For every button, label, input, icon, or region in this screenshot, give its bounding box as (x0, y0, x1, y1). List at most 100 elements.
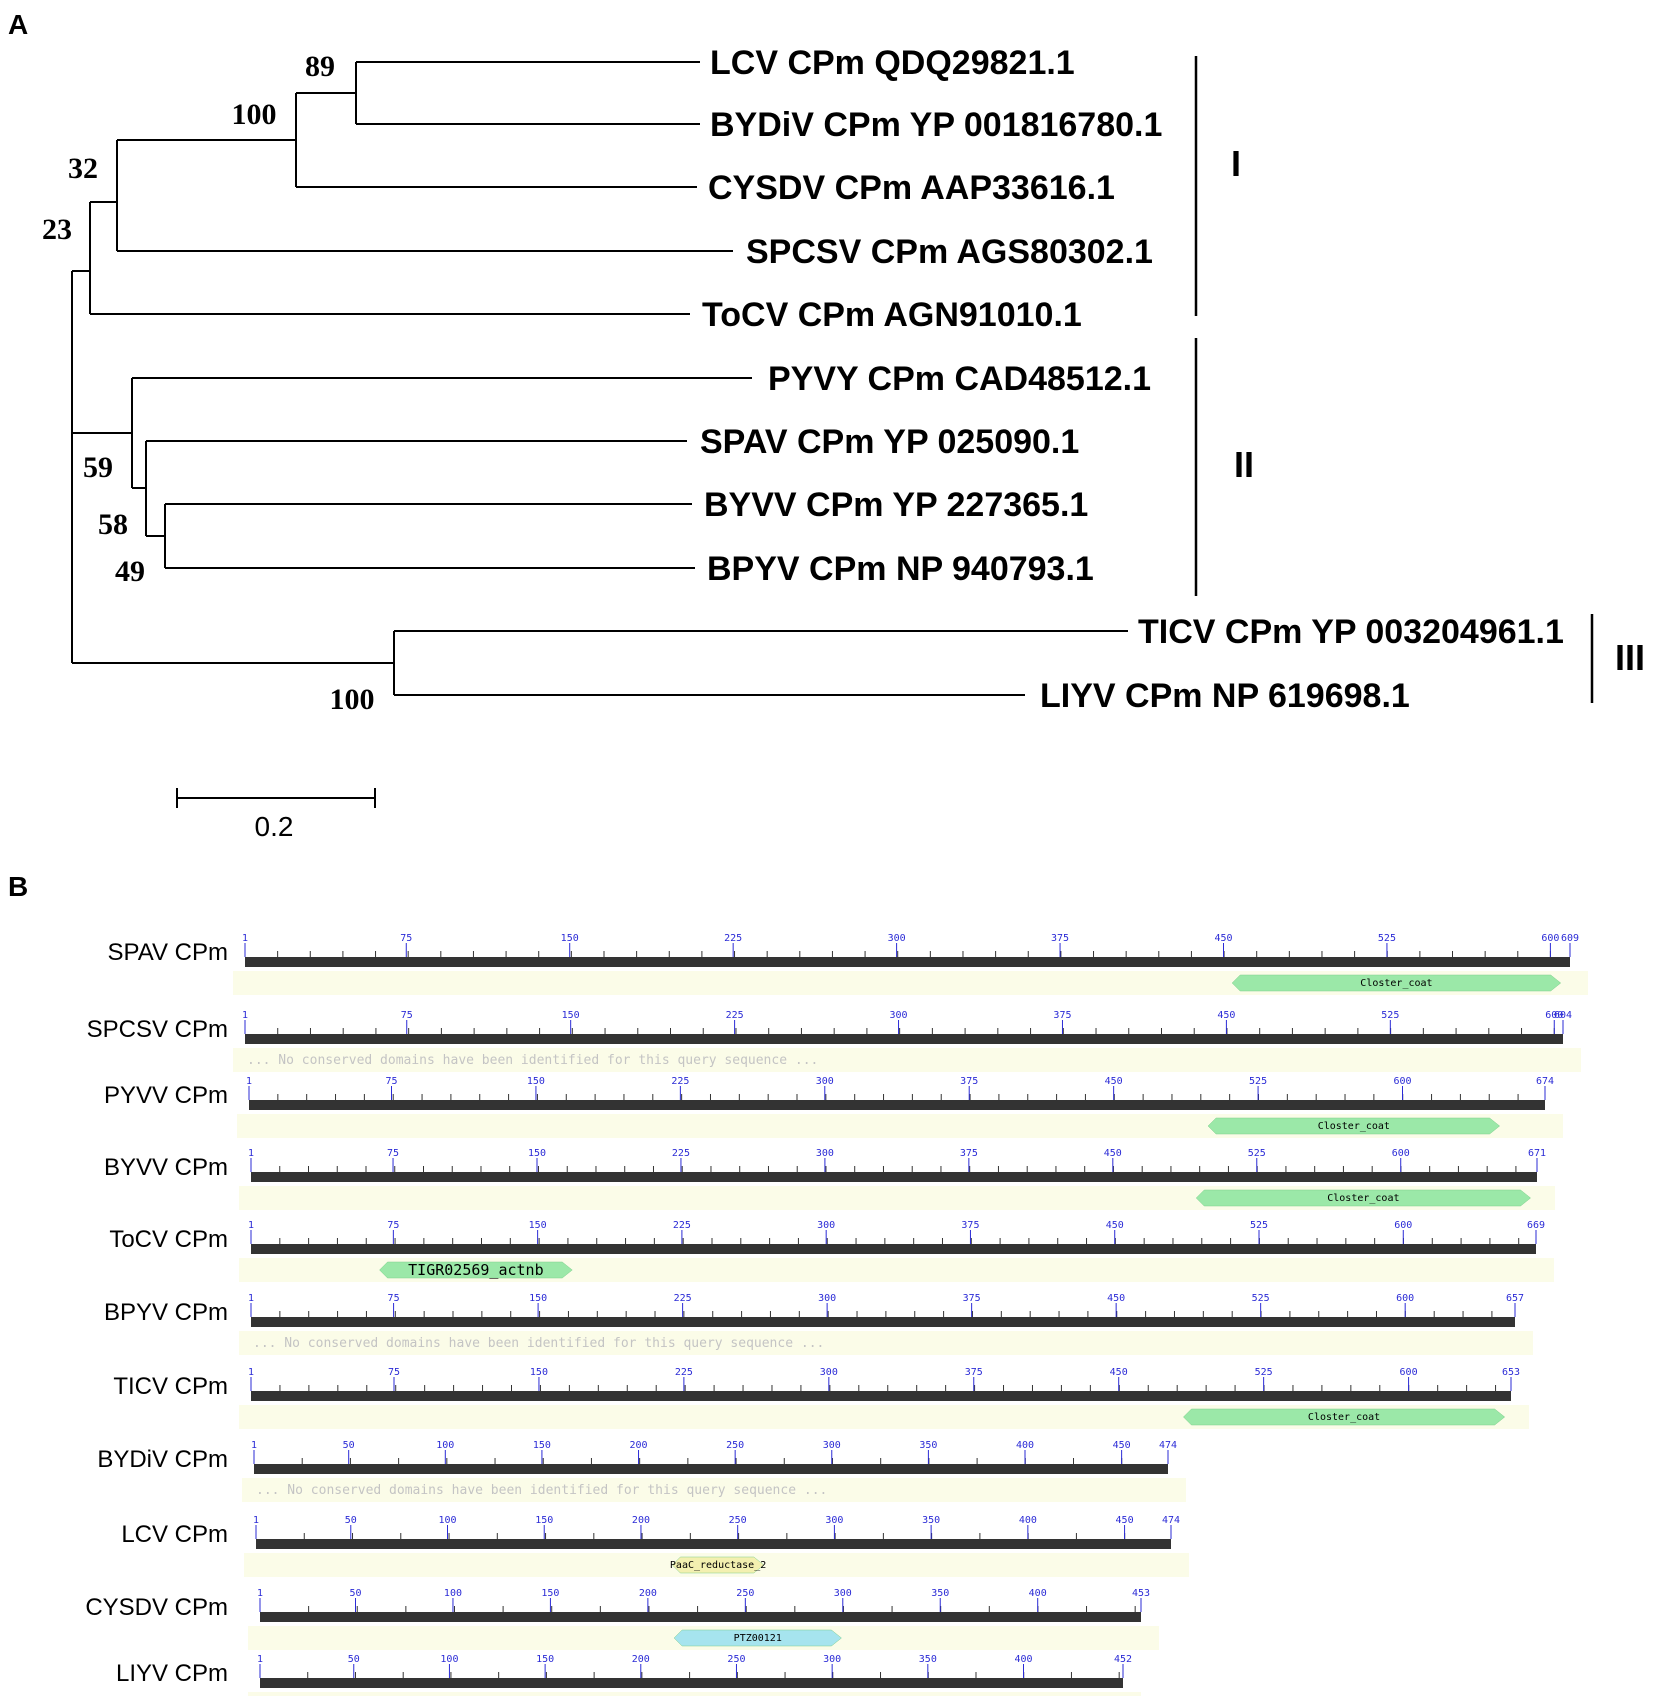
tip-label: CYSDV CPm AAP33616.1 (708, 169, 1115, 207)
tick-label: 450 (1104, 1148, 1122, 1159)
tick-label: 225 (724, 933, 742, 944)
domain-name: Closter_coat (1308, 1412, 1380, 1423)
sequence-bar (251, 1172, 1537, 1182)
tick-label: 200 (632, 1654, 650, 1665)
tick-label: 100 (438, 1515, 456, 1526)
tick-label: 250 (736, 1588, 754, 1599)
tick-label: 75 (387, 1148, 399, 1159)
domain-arrow (671, 1556, 765, 1574)
tick-label: 350 (931, 1588, 949, 1599)
clade-label: II (1234, 444, 1254, 485)
domain-row: SPAV CPm 1 75 150 225 300 375 450 525 600 609 Clost… (108, 933, 1588, 995)
tick-label: 525 (1378, 933, 1396, 944)
tick-label: 1 (248, 1293, 254, 1304)
tick-label: 674 (1536, 1076, 1554, 1087)
row-label: LCV CPm (121, 1521, 228, 1548)
tick-label: 50 (348, 1654, 360, 1665)
tick-label: 150 (535, 1515, 553, 1526)
tick-label: 525 (1252, 1293, 1270, 1304)
tick-label: 400 (1016, 1440, 1034, 1451)
domain-arrow (1183, 1408, 1506, 1426)
tick-label: 450 (1107, 1293, 1125, 1304)
clade-label: I (1231, 143, 1241, 184)
sequence-bar (251, 1391, 1511, 1401)
tick-label: 450 (1214, 933, 1232, 944)
tick-label: 450 (1106, 1220, 1124, 1231)
row-label: PYVV CPm (104, 1082, 228, 1109)
bootstrap-value: 49 (115, 555, 145, 588)
domain-row: BPYV CPm 1 75 150 225 300 375 450 525 600 657 ... N… (104, 1293, 1533, 1355)
tick-label: 375 (963, 1293, 981, 1304)
tick-label: 75 (388, 1293, 400, 1304)
tick-label: 1 (246, 1076, 252, 1087)
tick-label: 75 (388, 1367, 400, 1378)
tick-label: 452 (1114, 1654, 1132, 1665)
row-label: LIYV CPm (116, 1660, 228, 1687)
bootstrap-value: 89 (305, 50, 335, 83)
sequence-bar (260, 1678, 1123, 1688)
tick-label: 50 (349, 1588, 361, 1599)
tick-label: 225 (726, 1010, 744, 1021)
tick-label: 450 (1105, 1076, 1123, 1087)
tick-label: 150 (533, 1440, 551, 1451)
tick-label: 150 (530, 1367, 548, 1378)
row-label: BYDiV CPm (97, 1446, 228, 1473)
tip-label: PYVY CPm CAD48512.1 (768, 360, 1151, 398)
tick-label: 300 (816, 1148, 834, 1159)
tick-label: 600 (1396, 1293, 1414, 1304)
tip-label: SPAV CPm YP 025090.1 (700, 423, 1079, 461)
tick-label: 600 (1394, 1220, 1412, 1231)
tick-label: 300 (823, 1440, 841, 1451)
no-domain-message: ... No conserved domains have been ident… (253, 1336, 824, 1351)
tick-label: 50 (343, 1440, 355, 1451)
tick-label: 1 (248, 1220, 254, 1231)
tick-label: 375 (961, 1220, 979, 1231)
domain-arrow (1207, 1117, 1501, 1135)
panel-b-letter: B (8, 871, 28, 902)
tick-label: 75 (387, 1220, 399, 1231)
tick-label: 150 (541, 1588, 559, 1599)
sequence-bar (254, 1464, 1168, 1474)
tick-label: 150 (527, 1076, 545, 1087)
tick-label: 300 (888, 933, 906, 944)
tick-label: 474 (1159, 1440, 1177, 1451)
no-domain-message: ... No conserved domains have been ident… (247, 1053, 818, 1068)
panel-a-letter: A (8, 9, 28, 40)
tip-label: ToCV CPm AGN91010.1 (702, 296, 1082, 334)
tip-label: BYDiV CPm YP 001816780.1 (710, 106, 1162, 144)
tick-label: 450 (1116, 1515, 1134, 1526)
domain-row: TICV CPm 1 75 150 225 300 375 450 525 600 653 Clost… (113, 1367, 1529, 1429)
tick-label: 375 (1051, 933, 1069, 944)
tick-label: 1 (248, 1148, 254, 1159)
tick-label: 225 (671, 1076, 689, 1087)
tree-branches (71, 61, 1128, 696)
tick-label: 400 (1029, 1588, 1047, 1599)
tip-label: LIYV CPm NP 619698.1 (1040, 677, 1410, 715)
tick-label: 450 (1113, 1440, 1131, 1451)
sequence-bar (260, 1612, 1141, 1622)
clade-label: III (1615, 637, 1645, 678)
tick-label: 525 (1248, 1148, 1266, 1159)
tip-label: SPCSV CPm AGS80302.1 (746, 233, 1153, 271)
tick-label: 225 (675, 1367, 693, 1378)
tick-label: 150 (528, 1148, 546, 1159)
tick-label: 300 (816, 1076, 834, 1087)
tick-label: 200 (632, 1515, 650, 1526)
row-label: BPYV CPm (104, 1299, 228, 1326)
bootstrap-value: 100 (330, 683, 375, 716)
tip-label: BPYV CPm NP 940793.1 (707, 550, 1094, 588)
tick-label: 604 (1554, 1010, 1572, 1021)
tick-label: 657 (1506, 1293, 1524, 1304)
bootstrap-value: 32 (68, 152, 98, 185)
tick-label: 375 (1053, 1010, 1071, 1021)
tick-label: 225 (672, 1148, 690, 1159)
tick-label: 150 (562, 1010, 580, 1021)
domain-track (248, 1692, 1141, 1696)
sequence-bar (245, 1034, 1563, 1044)
tree-tip-labels: LCV CPm QDQ29821.1 BYDiV CPm YP 001816780… (700, 44, 1564, 715)
row-label: BYVV CPm (104, 1154, 228, 1181)
tick-label: 474 (1162, 1515, 1180, 1526)
